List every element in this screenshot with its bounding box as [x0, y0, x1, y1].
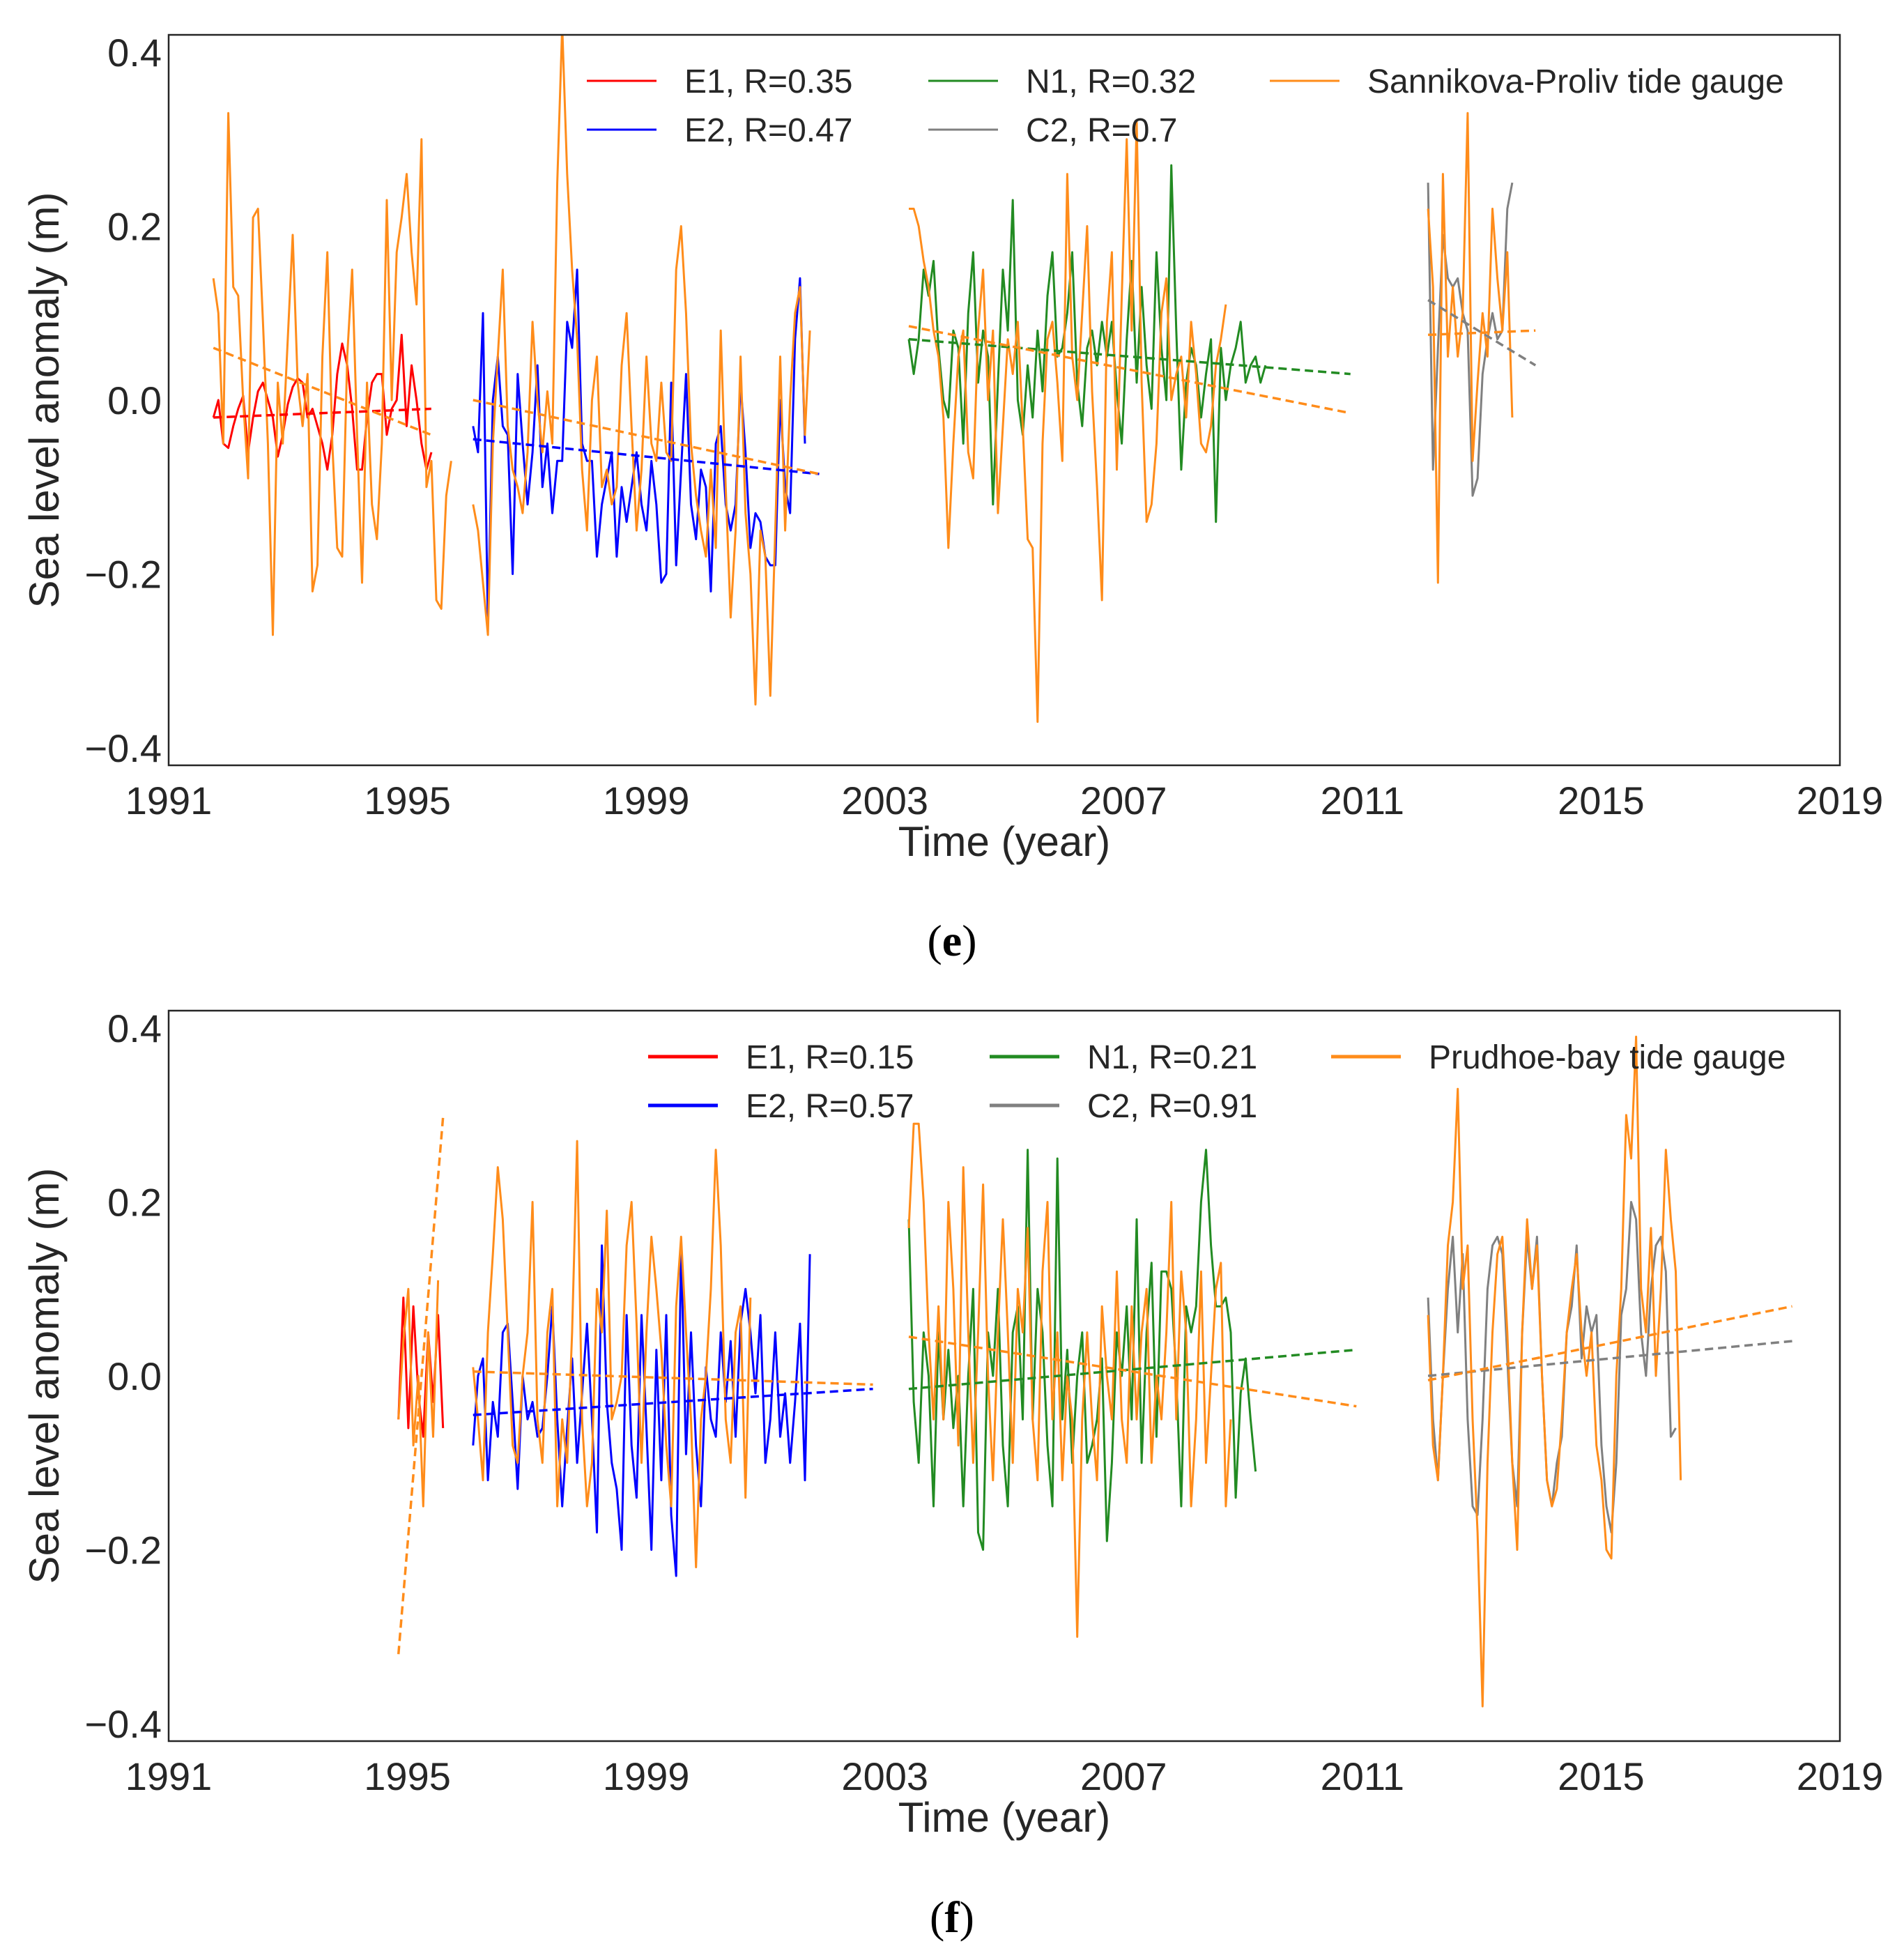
panel-caption-e: (e) — [927, 916, 976, 965]
legend-label-E1: E1, R=0.15 — [746, 1039, 914, 1076]
x-axis-label: Time (year) — [898, 1794, 1110, 1841]
y-tick-label: −0.4 — [84, 1702, 162, 1746]
x-tick-label: 1991 — [125, 1754, 213, 1798]
series-E2 — [472, 1244, 811, 1577]
legend-label-C2: C2, R=0.91 — [1087, 1088, 1257, 1125]
axes-frame — [167, 33, 1841, 767]
series-gauge — [212, 35, 1514, 723]
panel-f: 1991 1995 1999 2003 2007 2011 2015 2019 0.4 0.2 0.… — [21, 1006, 1883, 1841]
trendline-gauge-0 — [397, 1115, 445, 1655]
legend-label-gauge: Prudhoe-bay tide gauge — [1429, 1039, 1786, 1076]
series-line-gauge-3 — [1427, 1035, 1682, 1708]
legend: E1, R=0.35 N1, R=0.32 Sannikova-Proliv tid… — [587, 63, 1784, 149]
axes-frame — [167, 1009, 1841, 1743]
x-tick-label: 1999 — [603, 779, 690, 822]
series-N1 — [907, 1149, 1257, 1551]
series-line-gauge-0 — [212, 112, 452, 636]
legend-label-N1: N1, R=0.21 — [1087, 1039, 1257, 1076]
series-E2 — [472, 268, 806, 627]
x-tick-label: 2015 — [1558, 779, 1645, 822]
series-line-gauge-3 — [1427, 112, 1514, 584]
series-line-gauge-2 — [909, 121, 1227, 723]
series-line-gauge-1 — [472, 1140, 752, 1568]
trendline-gauge-4 — [908, 1335, 1357, 1408]
x-tick-label: 2011 — [1321, 1754, 1404, 1798]
y-tick-label: −0.4 — [84, 726, 162, 770]
series-line-N1-0 — [907, 164, 1267, 523]
trendline-C2-5 — [1427, 1340, 1792, 1377]
x-axis-label: Time (year) — [898, 818, 1110, 865]
y-tick-label: 0.4 — [107, 31, 162, 75]
x-tick-label: 2011 — [1321, 779, 1404, 822]
series-line-E2-0 — [472, 268, 806, 627]
series-N1 — [907, 164, 1267, 523]
x-tick-label: 2015 — [1558, 1754, 1645, 1798]
y-tick-label: −0.2 — [84, 1529, 162, 1572]
trendline-gauge-3 — [473, 399, 820, 475]
y-axis-label: Sea level anomaly (m) — [21, 192, 68, 608]
x-tick-label: 2007 — [1080, 779, 1167, 822]
series-line-E2-0 — [472, 1244, 811, 1577]
series-line-gauge-0 — [397, 1280, 440, 1508]
trendline-N1-3 — [908, 1348, 1357, 1391]
trendline-gauge-6 — [1427, 1305, 1792, 1381]
x-tick-label: 1999 — [603, 1754, 690, 1798]
legend: E1, R=0.15 N1, R=0.21 Prudhoe-bay tide gau… — [648, 1039, 1786, 1125]
x-tick-label: 1995 — [364, 779, 451, 822]
legend-label-E2: E2, R=0.47 — [684, 112, 853, 149]
x-tick-label: 2007 — [1080, 1754, 1167, 1798]
legend-label-E2: E2, R=0.57 — [746, 1088, 914, 1125]
trendline-C2-6 — [1427, 299, 1537, 367]
y-tick-label: −0.2 — [84, 553, 162, 597]
series-gauge — [397, 1035, 1682, 1708]
trendline-gauge-5 — [908, 325, 1351, 415]
series-line-N1-0 — [907, 1149, 1257, 1551]
y-tick-label: 0.2 — [107, 1180, 162, 1224]
y-tick-label: 0.2 — [107, 204, 162, 248]
legend-label-E1: E1, R=0.35 — [684, 63, 853, 100]
y-tick-label: 0.4 — [107, 1006, 162, 1050]
trendline-E2-2 — [473, 438, 820, 475]
series-line-gauge-2 — [907, 1122, 1232, 1638]
legend-label-N1: N1, R=0.32 — [1026, 63, 1196, 100]
y-axis-label: Sea level anomaly (m) — [21, 1168, 68, 1584]
x-tick-label: 2003 — [841, 1754, 928, 1798]
panel-e: 1991 1995 1999 2003 2007 2011 2015 2019 0.4 0.2 0.… — [21, 31, 1884, 865]
legend-label-C2: C2, R=0.7 — [1026, 112, 1177, 149]
trendline-E1-0 — [213, 407, 431, 419]
trendline-gauge-7 — [1427, 329, 1536, 337]
series-line-gauge-1 — [472, 35, 811, 706]
x-tick-label: 2019 — [1797, 779, 1884, 822]
y-tick-label: 0.0 — [107, 1354, 162, 1398]
plot-area — [212, 35, 1537, 723]
trendline-N1-4 — [908, 337, 1351, 376]
trendline-gauge-2 — [473, 1370, 873, 1386]
plot-area — [397, 1035, 1792, 1708]
panel-caption-f: (f) — [930, 1892, 974, 1942]
x-tick-label: 2003 — [841, 779, 928, 822]
x-tick-label: 1995 — [364, 1754, 451, 1798]
legend-label-gauge: Sannikova-Proliv tide gauge — [1367, 63, 1784, 100]
y-tick-label: 0.0 — [107, 378, 162, 422]
x-tick-label: 1991 — [125, 779, 213, 822]
trendline-E2-1 — [473, 1387, 873, 1416]
x-tick-label: 2019 — [1797, 1754, 1884, 1798]
